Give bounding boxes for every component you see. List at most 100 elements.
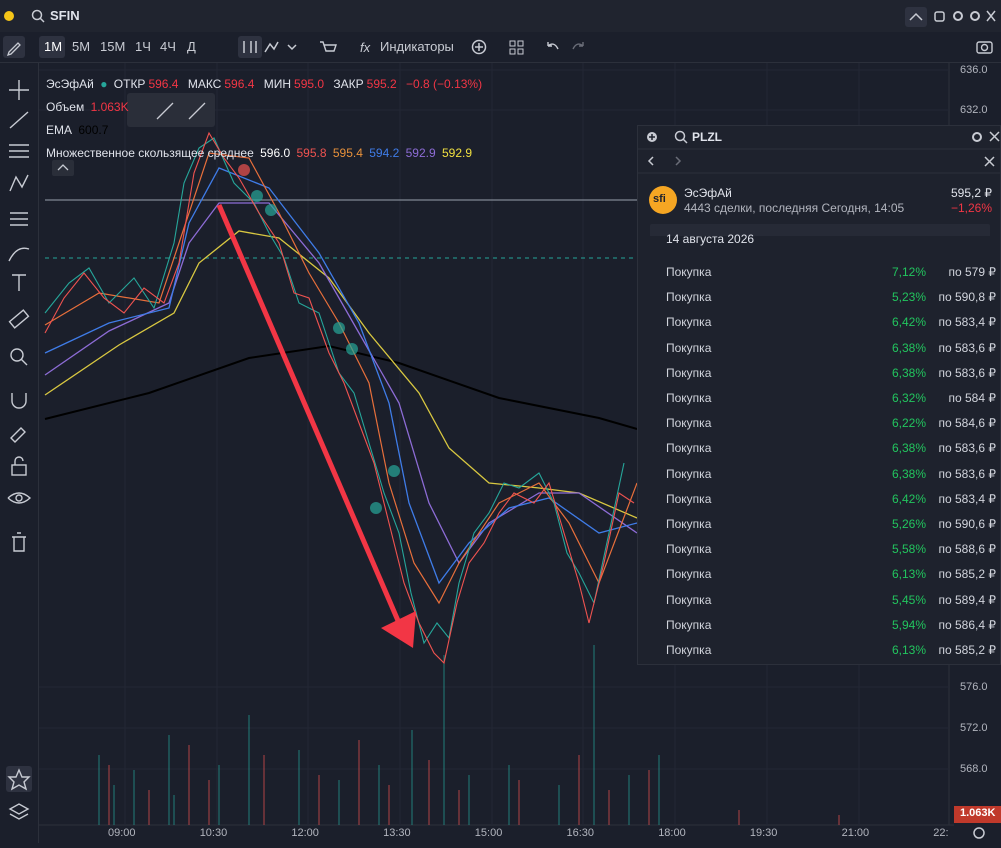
trade-percent: 5,23% (891, 290, 926, 305)
trade-price: по 583,6 ₽ (938, 441, 996, 456)
ticker[interactable]: SFIN (50, 8, 80, 23)
value: 1.063K (90, 100, 129, 114)
trade-row[interactable]: Покупка 6,32% по 584 ₽ (666, 391, 996, 416)
value: 595.0 (294, 77, 325, 91)
trade-row[interactable]: Покупка 6,38% по 583,6 ₽ (666, 467, 996, 492)
trade-row[interactable]: Покупка 6,13% по 585,2 ₽ (666, 643, 996, 664)
time-label: 09:00 (108, 827, 136, 839)
panel-search[interactable]: PLZL (692, 130, 722, 144)
price-label: 636.0 (960, 64, 988, 76)
trade-percent: 7,12% (891, 265, 926, 279)
trade-row[interactable]: Покупка 6,38% по 583,6 ₽ (666, 341, 996, 366)
trade-type: Покупка (666, 441, 712, 456)
trade-row[interactable]: Покупка 5,94% по 586,4 ₽ (666, 618, 996, 643)
trade-price: по 584 ₽ (948, 391, 997, 405)
time-label: 18:00 (658, 827, 686, 839)
trade-type: Покупка (666, 265, 712, 279)
tool-icons (6, 80, 32, 820)
trade-row[interactable]: Покупка 6,38% по 583,6 ₽ (666, 441, 996, 466)
trade-row[interactable]: Покупка 7,12% по 579 ₽ (666, 265, 996, 290)
trade-type: Покупка (666, 567, 712, 582)
panel-icons (638, 130, 1000, 236)
trade-type: Покупка (666, 643, 712, 657)
trade-type: Покупка (666, 491, 712, 506)
trade-price: по 588,6 ₽ (938, 542, 996, 557)
interval[interactable]: 1Ч (135, 39, 151, 54)
trade-row[interactable]: Покупка 6,42% по 583,4 ₽ (666, 315, 996, 340)
trade-price: по 583,4 ₽ (938, 491, 996, 506)
trade-percent: 6,13% (891, 567, 926, 582)
trade-type: Покупка (666, 416, 712, 431)
value: 592.9 (441, 146, 472, 160)
legend-row: Объем 1.063K (46, 96, 485, 119)
trade-percent: 5,26% (891, 517, 926, 531)
trade-row[interactable]: Покупка 6,22% по 584,6 ₽ (666, 416, 996, 441)
interval[interactable]: 4Ч (160, 39, 176, 54)
price-label: 572.0 (960, 722, 988, 734)
interval[interactable]: Д (187, 39, 196, 54)
time-label: 15:00 (474, 827, 503, 839)
trade-type: Покупка (666, 517, 712, 531)
price-label: 632.0 (960, 104, 988, 116)
trade-row[interactable]: Покупка 6,42% по 583,4 ₽ (666, 492, 996, 517)
trade-row[interactable]: Покупка 6,13% по 585,2 ₽ (666, 567, 996, 592)
trade-percent: 5,58% (891, 542, 926, 557)
trade-type: Покупка (666, 340, 712, 355)
trade-type: Покупка (666, 592, 712, 607)
trade-percent: 6,38% (891, 340, 926, 355)
label: ОТКР (113, 77, 146, 91)
instrument-info: 4443 сделки, последняя Сегодня, 14:05 (684, 201, 905, 215)
trade-row[interactable]: Покупка 5,45% по 589,4 ₽ (666, 593, 996, 618)
svg-text:fx: fx (360, 40, 371, 55)
trade-type: Покупка (666, 290, 712, 305)
trade-price: по 585,2 ₽ (938, 643, 996, 657)
indicators-button[interactable]: Индикаторы (380, 39, 454, 54)
trade-price: по 586,4 ₽ (938, 617, 996, 632)
time-label: 12:00 (291, 827, 319, 839)
trade-type: Покупка (666, 466, 712, 481)
label: Множественное скользящее среднее (46, 146, 254, 160)
time-label: 13:30 (383, 827, 411, 839)
trade-row[interactable]: Покупка 5,26% по 590,6 ₽ (666, 517, 996, 542)
trade-price: по 590,8 ₽ (938, 290, 996, 305)
trade-price: по 579 ₽ (948, 265, 997, 279)
drawing-tools (0, 63, 39, 843)
trade-price: по 584,6 ₽ (938, 416, 996, 431)
price-label: 568.0 (960, 763, 988, 775)
value: 600.7 (78, 123, 109, 137)
trade-price: по 583,6 ₽ (938, 365, 996, 380)
logo: sfi (653, 193, 666, 205)
trade-row[interactable]: Покупка 5,23% по 590,8 ₽ (666, 290, 996, 315)
label: МАКС (187, 77, 222, 91)
instrument-name: ЭсЭфАй (46, 77, 94, 91)
value: 592.9 (405, 146, 436, 160)
trade-row[interactable]: Покупка 5,58% по 588,6 ₽ (666, 542, 996, 567)
value: 595.2 (366, 77, 397, 91)
legend-row: Множественное скользящее среднее 596.0 5… (46, 142, 485, 165)
time-label: 22: (933, 827, 949, 839)
time-label: 10:30 (199, 827, 228, 839)
trade-percent: 6,32% (891, 391, 926, 405)
value: 596.0 (260, 146, 291, 160)
trade-percent: 5,45% (891, 592, 926, 607)
interval[interactable]: 1M (44, 39, 63, 54)
trade-percent: 6,38% (891, 365, 926, 380)
change: −0.8 (−0.13%) (406, 77, 483, 91)
legend-row: EMA 600.7 (46, 119, 485, 142)
trade-percent: 6,38% (891, 466, 926, 481)
trade-row[interactable]: Покупка 6,38% по 583,6 ₽ (666, 366, 996, 391)
label: ЗАКР (333, 77, 364, 91)
label: EMA (46, 123, 73, 137)
trade-type: Покупка (666, 365, 712, 380)
trade-percent: 6,42% (891, 315, 926, 330)
legend-row: ЭсЭфАй ● ОТКР 596.4 МАКС 596.4 МИН 595.0 ЗА… (46, 77, 483, 91)
chart-legend: ЭсЭфАй ● ОТКР 596.4 МАКС 596.4 МИН 595.0 ЗА… (46, 73, 485, 165)
price-label: 576.0 (960, 681, 988, 693)
trade-type: Покупка (666, 542, 712, 557)
interval[interactable]: 15M (100, 39, 126, 54)
trade-percent: 6,13% (891, 643, 926, 657)
trades-panel: PLZL sfi ЭсЭфАй 4443 сделки, последняя С… (637, 125, 1001, 665)
trade-type: Покупка (666, 391, 712, 405)
interval[interactable]: 5M (72, 39, 91, 54)
